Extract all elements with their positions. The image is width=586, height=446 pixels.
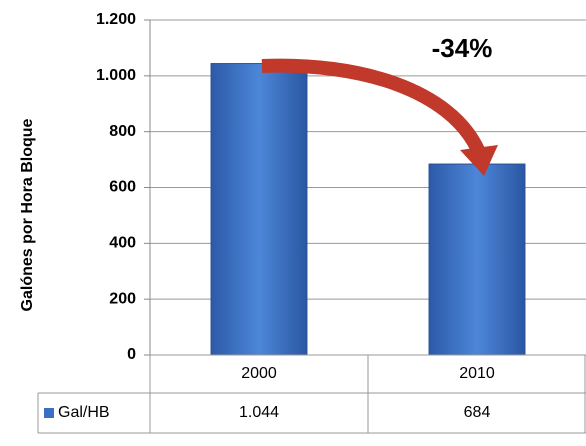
legend-label: Gal/HB: [58, 404, 110, 421]
legend-swatch: [44, 408, 54, 418]
trend-arrow: [261, 58, 485, 154]
y-tick-label: 200: [109, 290, 136, 307]
y-tick-label: 0: [127, 346, 136, 363]
bar: [210, 63, 308, 356]
y-axis-label: Galónes por Hora Bloque: [19, 118, 36, 311]
y-tick-label: 800: [109, 123, 136, 140]
x-tick-label: 2010: [459, 365, 495, 382]
value-label: 684: [464, 404, 491, 421]
annotation: -34%: [432, 33, 493, 63]
y-tick-label: 600: [109, 179, 136, 196]
y-tick-label: 1.200: [96, 11, 136, 28]
arrow-head: [460, 145, 498, 176]
y-tick-label: 400: [109, 235, 136, 252]
x-tick-label: 2000: [241, 365, 277, 382]
value-label: 1.044: [239, 404, 279, 421]
y-tick-label: 1.000: [96, 67, 136, 84]
bar: [428, 163, 526, 356]
